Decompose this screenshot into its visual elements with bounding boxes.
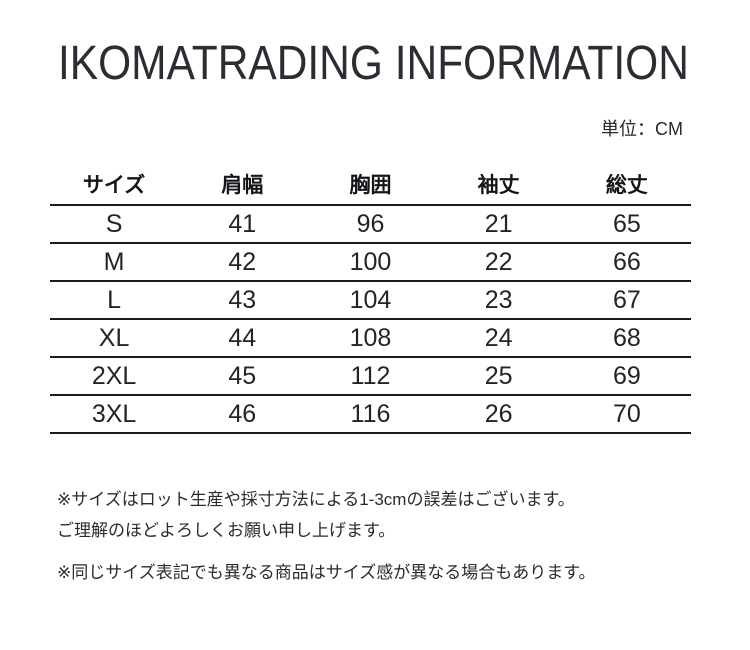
table-row-xl: XL 44 108 24 68 [50,319,691,357]
cell-length: 68 [612,323,641,352]
table-row-3xl: 3XL 46 116 26 70 [50,395,691,433]
col-header-shoulder-width: 肩幅 [221,173,264,197]
unit-label: 単位：CM [601,119,683,139]
cell-length: 70 [612,399,641,428]
cell-sleeve: 26 [484,399,513,428]
note-size-tolerance: ※サイズはロット生産や採寸方法による1-3cmの誤差はございます。 [57,490,575,509]
cell-sleeve: 25 [484,361,513,390]
col-header-size: サイズ [82,173,146,197]
table-row-m: M 42 100 22 66 [50,243,691,281]
size-table: サイズ 肩幅 胸囲 袖丈 総丈 S 41 96 21 65 M 42 100 2… [50,163,691,434]
cell-shoulder: 43 [228,285,257,314]
cell-length: 65 [612,209,641,238]
cell-chest: 108 [349,323,392,352]
cell-size: 3XL [91,399,137,428]
cell-sleeve: 23 [484,285,513,314]
cell-chest: 112 [350,361,391,390]
table-row-l: L 43 104 23 67 [50,281,691,319]
cell-chest: 100 [349,247,392,276]
cell-shoulder: 46 [228,399,257,428]
cell-sleeve: 22 [484,247,513,276]
cell-size: S [105,209,123,238]
cell-length: 66 [612,247,641,276]
cell-size: M [103,247,125,276]
cell-sleeve: 24 [484,323,513,352]
cell-chest: 104 [349,285,392,314]
col-header-chest: 胸囲 [349,173,392,197]
cell-shoulder: 41 [228,209,257,238]
note-understanding-request: ご理解のほどよろしくお願い申し上げます。 [57,521,396,540]
cell-chest: 116 [350,399,391,428]
table-row-s: S 41 96 21 65 [50,205,691,243]
col-header-sleeve-length: 袖丈 [477,173,520,197]
cell-shoulder: 45 [228,361,257,390]
cell-shoulder: 44 [228,323,257,352]
table-row-2xl: 2XL 45 112 25 69 [50,357,691,395]
cell-size: L [107,285,122,314]
cell-length: 67 [612,285,641,314]
page-title: IKOMATRADING INFORMATION [58,37,689,90]
cell-sleeve: 21 [484,209,513,238]
cell-chest: 96 [356,209,385,238]
cell-shoulder: 42 [228,247,257,276]
cell-size: XL [98,323,130,352]
cell-size: 2XL [91,361,137,390]
cell-length: 69 [612,361,641,390]
note-size-feel-difference: ※同じサイズ表記でも異なる商品はサイズ感が異なる場合もあります。 [57,563,596,582]
size-table-header-row: サイズ 肩幅 胸囲 袖丈 総丈 [50,163,691,205]
col-header-total-length: 総丈 [605,173,648,197]
